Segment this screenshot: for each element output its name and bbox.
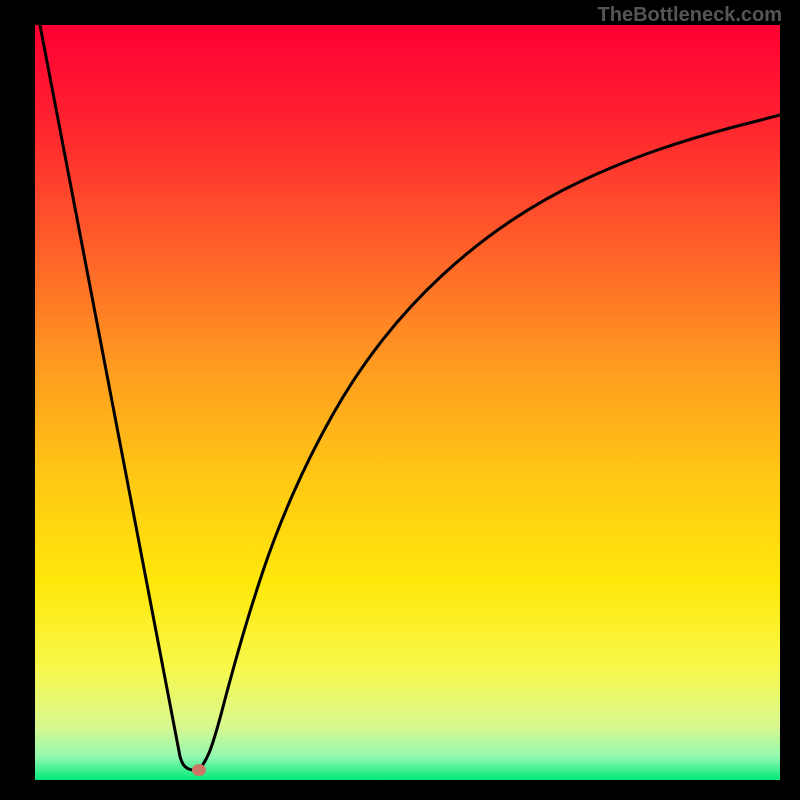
chart-container: TheBottleneck.com xyxy=(0,0,800,800)
curve-line xyxy=(35,25,780,780)
watermark-text: TheBottleneck.com xyxy=(598,4,782,27)
plot-area xyxy=(35,25,780,780)
minimum-marker xyxy=(192,764,206,776)
